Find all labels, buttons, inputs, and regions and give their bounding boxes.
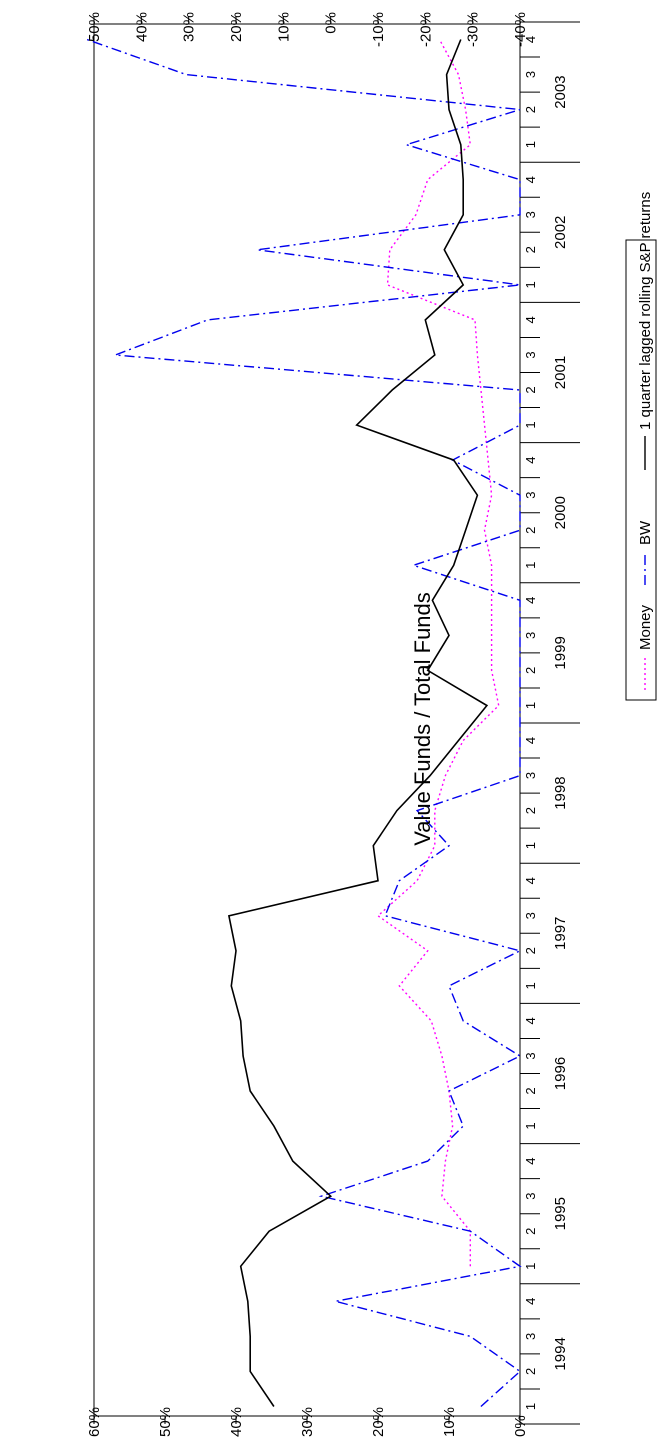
quarter-label: 4 (523, 1158, 538, 1165)
quarter-label: 3 (523, 211, 538, 218)
quarter-label: 1 (523, 842, 538, 849)
quarter-label: 3 (523, 351, 538, 358)
quarter-label: 4 (523, 877, 538, 884)
right-axis-tick-label: 20% (228, 12, 245, 42)
year-label: 2000 (552, 496, 569, 529)
series-layer (86, 38, 522, 1408)
quarter-label: 1 (523, 1263, 538, 1270)
quarter-label: 2 (523, 386, 538, 393)
left-axis-tick-label: 50% (157, 1407, 174, 1437)
quarter-label: 2 (523, 106, 538, 113)
quarter-label: 3 (523, 492, 538, 499)
series-line-bw (86, 38, 522, 1408)
right-axis-tick-label: 40% (133, 12, 150, 42)
quarter-label: 4 (523, 737, 538, 744)
quarter-label: 4 (523, 597, 538, 604)
year-label: 1995 (552, 1197, 569, 1230)
quarter-label: 2 (523, 246, 538, 253)
year-label: 2001 (552, 356, 569, 389)
quarter-label: 4 (523, 316, 538, 323)
quarter-label: 3 (523, 71, 538, 78)
year-label: 2002 (552, 216, 569, 249)
right-axis-tick-label: 10% (275, 12, 292, 42)
legend: Money BW 1 quarter lagged rolling S&P retu… (625, 192, 657, 701)
quarter-label: 2 (523, 1368, 538, 1375)
year-label: 1999 (552, 636, 569, 669)
quarter-label: 1 (523, 702, 538, 709)
quarter-label: 2 (523, 527, 538, 534)
series-line-1-quarter-lagged-rolling-s-p-returns (227, 39, 489, 1407)
quarter-label: 2 (523, 667, 538, 674)
quarter-label: 2 (523, 807, 538, 814)
left-axis-tick-label: 40% (228, 1407, 245, 1437)
right-axis-tick-label: -40% (512, 12, 529, 47)
left-axis-tick-label: 10% (441, 1407, 458, 1437)
quarter-label: 4 (523, 1017, 538, 1024)
quarter-label: 3 (523, 1193, 538, 1200)
left-axis-tick-label: 0% (512, 1415, 529, 1437)
year-label: 1994 (552, 1337, 569, 1370)
quarter-label: 3 (523, 912, 538, 919)
year-label: 1996 (552, 1057, 569, 1090)
right-axis-tick-label: 0% (323, 12, 340, 34)
right-axis-tick-label: 30% (181, 12, 198, 42)
legend-label: Money (637, 604, 654, 650)
quarter-label: 3 (523, 632, 538, 639)
quarter-label: 1 (523, 141, 538, 148)
quarter-label: 1 (523, 982, 538, 989)
quarter-label: 4 (523, 176, 538, 183)
quarter-label: 2 (523, 947, 538, 954)
right-axis-tick-label: -20% (417, 12, 434, 47)
quarter-label: 1 (523, 281, 538, 288)
quarter-label: 1 (523, 1403, 538, 1410)
quarter-label: 1 (523, 421, 538, 428)
quarter-label: 2 (523, 1228, 538, 1235)
left-axis-tick-label: 60% (86, 1407, 103, 1437)
quarter-label: 3 (523, 772, 538, 779)
quarter-label: 4 (523, 457, 538, 464)
legend-label: 1 quarter lagged rolling S&P returns (637, 192, 654, 430)
quarter-label: 4 (523, 36, 538, 43)
right-axis-tick-label: -10% (370, 12, 387, 47)
legend-box (625, 239, 657, 701)
left-axis-tick-label: 30% (299, 1407, 316, 1437)
quarter-label: 3 (523, 1052, 538, 1059)
quarter-label: 3 (523, 1333, 538, 1340)
year-label: 1997 (552, 917, 569, 950)
quarter-label: 1 (523, 1122, 538, 1129)
year-label: 2003 (552, 75, 569, 108)
legend-label: BW (637, 520, 654, 545)
left-axis-tick-label: 20% (370, 1407, 387, 1437)
year-label: 1998 (552, 776, 569, 809)
chart-title: Value Funds / Total Funds (410, 592, 435, 846)
plot-area: 1 2 3 4 1 2 3 4 1 2 3 4 1 2 3 4 1 2 3 4 1 2 3 4 1 2 3 4 1 2 3 4 1 2 3 4 1 2 3 4… (86, 21, 580, 1425)
right-axis-tick-label: -30% (465, 12, 482, 47)
quarter-label: 4 (523, 1298, 538, 1305)
quarter-label: 1 (523, 562, 538, 569)
quarter-label: 2 (523, 1087, 538, 1094)
time-axis: 1 2 3 4 1 2 3 4 1 2 3 4 1 2 3 4 1 2 3 4 1 2 3 4 1 2 3 4 1 2 3 4 1 2 3 4 1 2 3 4… (520, 21, 580, 1425)
right-axis-tick-label: 50% (86, 12, 103, 42)
